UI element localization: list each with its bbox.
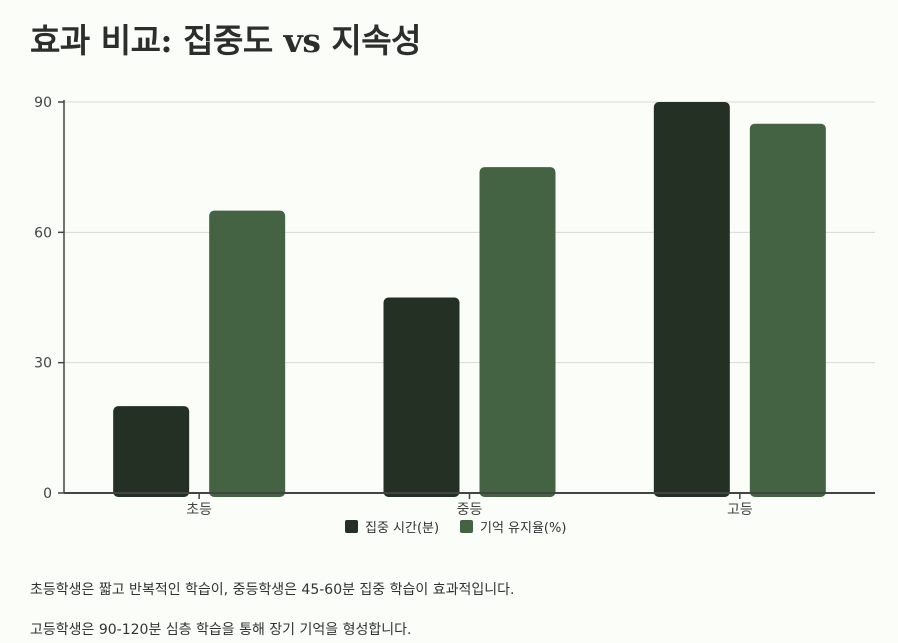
bar-focus-time-2 bbox=[653, 102, 730, 497]
x-tick-label: 고등 bbox=[727, 502, 753, 518]
bars bbox=[113, 102, 826, 497]
chart-title: 효과 비교: 집중도 vs 지속성 bbox=[30, 21, 422, 60]
x-tick-label: 중등 bbox=[457, 502, 483, 518]
legend-swatch bbox=[345, 520, 358, 533]
legend: 집중 시간(분) 기억 유지율(%) bbox=[345, 520, 566, 536]
legend-label: 기억 유지율(%) bbox=[480, 521, 566, 536]
bar-retention-2 bbox=[749, 123, 826, 497]
note-high: 고등학생은 90-120분 심층 학습을 통해 장기 기억을 형성합니다. bbox=[30, 622, 412, 638]
bar-retention-0 bbox=[209, 210, 286, 497]
grid-lines bbox=[64, 101, 875, 364]
y-tick-label: 30 bbox=[34, 356, 52, 372]
y-tick-label: 0 bbox=[43, 486, 52, 502]
bar-focus-time-0 bbox=[113, 406, 190, 497]
bar-focus-time-1 bbox=[383, 297, 460, 497]
y-tick-label: 60 bbox=[34, 225, 52, 241]
axes: 0 30 60 90 초등 중등 고등 bbox=[34, 95, 875, 518]
x-tick-label: 초등 bbox=[186, 502, 212, 518]
bar-chart: 0 30 60 90 초등 중등 고등 집중 시간(분) 기억 유지율(%) bbox=[34, 95, 875, 536]
legend-label: 집중 시간(분) bbox=[365, 521, 439, 536]
y-tick-label: 90 bbox=[34, 95, 52, 111]
legend-swatch bbox=[460, 520, 473, 533]
bar-retention-1 bbox=[479, 167, 556, 497]
note-elementary-middle: 초등학생은 짧고 반복적인 학습이, 중등학생은 45-60분 집중 학습이 효… bbox=[30, 582, 515, 598]
